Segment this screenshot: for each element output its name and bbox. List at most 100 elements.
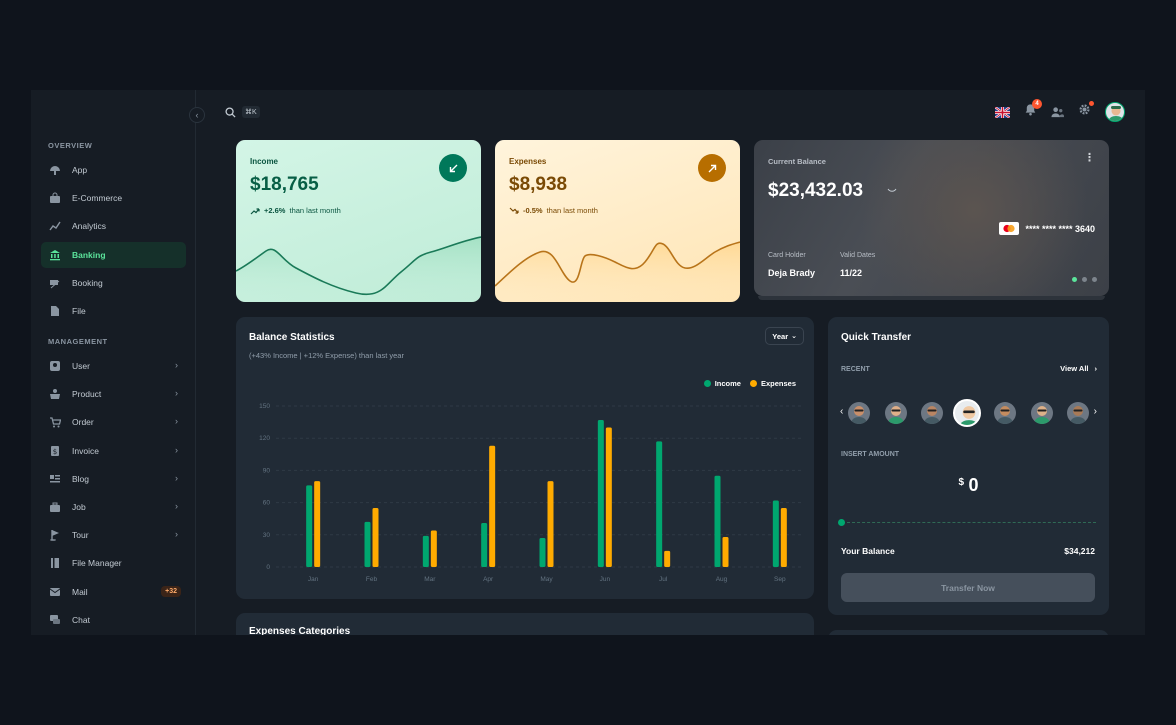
expenses-categories-title: Expenses Categories bbox=[249, 626, 351, 635]
bar-income-mar[interactable] bbox=[422, 535, 429, 567]
recent-contact-avatar[interactable] bbox=[848, 402, 870, 424]
x-tick-label: May bbox=[540, 576, 553, 583]
mail-icon bbox=[48, 585, 61, 598]
carousel-prev-icon[interactable]: ‹ bbox=[840, 406, 844, 417]
uk-flag-icon[interactable] bbox=[995, 106, 1010, 118]
income-action-button[interactable] bbox=[439, 154, 467, 182]
income-amount: $18,765 bbox=[250, 174, 319, 195]
legend-income[interactable]: Income bbox=[703, 379, 741, 388]
sidebar-item-user[interactable]: User › bbox=[41, 353, 186, 379]
chevron-right-icon: › bbox=[175, 388, 178, 399]
bar-expenses-apr[interactable] bbox=[489, 445, 496, 567]
recent-contact-avatar[interactable] bbox=[994, 402, 1016, 424]
bar-expenses-jul[interactable] bbox=[664, 550, 671, 567]
sidebar-item-label: Product bbox=[72, 389, 102, 400]
bar-income-feb[interactable] bbox=[364, 521, 371, 567]
x-tick-label: Jun bbox=[600, 576, 611, 583]
transfer-now-button[interactable]: Transfer Now bbox=[841, 573, 1095, 602]
bar-expenses-jan[interactable] bbox=[314, 481, 321, 567]
bar-income-may[interactable] bbox=[539, 538, 546, 567]
carousel-next-icon[interactable]: › bbox=[1093, 406, 1097, 417]
amount-value: 0 bbox=[968, 475, 979, 495]
overview-section-title: OVERVIEW bbox=[48, 141, 93, 150]
amount-slider-track[interactable] bbox=[842, 522, 1096, 523]
recent-contact-avatar[interactable] bbox=[1067, 402, 1089, 424]
amount-slider-thumb[interactable] bbox=[838, 519, 845, 526]
user-avatar[interactable] bbox=[1105, 102, 1125, 122]
sidebar-item-analytics[interactable]: Analytics bbox=[41, 213, 186, 239]
card-number-row: **** **** **** 3640 bbox=[999, 222, 1095, 235]
bar-income-sep[interactable] bbox=[772, 500, 779, 567]
sidebar-item-app[interactable]: App bbox=[41, 157, 186, 183]
recent-contact-avatar[interactable] bbox=[921, 402, 943, 424]
bar-expenses-sep[interactable] bbox=[780, 507, 787, 567]
sidebar-item-order[interactable]: Order › bbox=[41, 409, 186, 435]
sidebar-item-file[interactable]: File bbox=[41, 298, 186, 324]
recent-contact-avatar[interactable] bbox=[885, 402, 907, 424]
bar-income-jan[interactable] bbox=[306, 485, 313, 567]
balance-statistics-panel: Balance Statistics (+43% Income | +12% E… bbox=[236, 317, 814, 599]
expenses-action-button[interactable] bbox=[698, 154, 726, 182]
sidebar-item-invoice[interactable]: $ Invoice › bbox=[41, 438, 186, 464]
sidebar-item-product[interactable]: Product › bbox=[41, 381, 186, 407]
quick-transfer-panel: Quick Transfer RECENT View All › ‹ › INSE… bbox=[828, 317, 1109, 615]
balance-amount: $23,432.03 bbox=[768, 180, 864, 201]
sidebar-item-blog[interactable]: Blog › bbox=[41, 466, 186, 492]
sidebar-item-banking[interactable]: Banking bbox=[41, 241, 186, 268]
recent-contact-avatar[interactable] bbox=[953, 399, 981, 427]
sidebar-item-tour[interactable]: Tour › bbox=[41, 522, 186, 548]
collapse-sidebar-button[interactable]: ‹ bbox=[189, 107, 205, 123]
order-icon bbox=[48, 416, 61, 429]
sidebar-item-label: Order bbox=[72, 417, 94, 428]
settings-button[interactable] bbox=[1078, 101, 1094, 121]
sidebar-item-label: E-Commerce bbox=[72, 193, 123, 204]
user-icon bbox=[48, 360, 61, 373]
gear-icon bbox=[1079, 104, 1090, 115]
sidebar-item-booking[interactable]: Booking bbox=[41, 270, 186, 296]
bar-expenses-may[interactable] bbox=[547, 481, 554, 567]
y-tick-label: 150 bbox=[259, 403, 270, 410]
app-icon bbox=[48, 164, 61, 177]
amount-display[interactable]: $ 0 bbox=[828, 475, 1109, 496]
view-all-link[interactable]: View All › bbox=[1060, 364, 1097, 373]
bar-expenses-jun[interactable] bbox=[605, 427, 612, 567]
bar-income-aug[interactable] bbox=[714, 475, 721, 567]
recent-contact-avatar[interactable] bbox=[1031, 402, 1053, 424]
sidebar-item-label: Invoice bbox=[72, 445, 99, 456]
bar-expenses-feb[interactable] bbox=[372, 507, 379, 567]
carousel-dot[interactable] bbox=[1092, 277, 1097, 282]
period-select[interactable]: Year ⌄ bbox=[765, 327, 804, 345]
legend-expenses[interactable]: Expenses bbox=[749, 379, 796, 388]
topbar-actions: 4 bbox=[995, 99, 1125, 122]
sidebar: OVERVIEW App E-Commerce Analytics Banking Bo… bbox=[31, 90, 196, 635]
carousel-dot[interactable] bbox=[1082, 277, 1087, 282]
contacts-icon[interactable] bbox=[1051, 106, 1064, 119]
notification-count-badge: 4 bbox=[1032, 99, 1042, 109]
bar-income-jul[interactable] bbox=[656, 441, 663, 567]
expenses-categories-panel: Expenses Categories bbox=[236, 613, 814, 635]
sidebar-item-label: User bbox=[72, 361, 90, 371]
sidebar-item-file-manager[interactable]: File Manager bbox=[41, 550, 186, 576]
carousel-dot[interactable] bbox=[1072, 277, 1077, 282]
period-value: Year bbox=[772, 331, 789, 341]
more-vertical-icon[interactable]: ⋮ bbox=[1084, 152, 1095, 164]
bar-expenses-aug[interactable] bbox=[722, 536, 729, 567]
eye-closed-icon[interactable] bbox=[887, 188, 897, 194]
notifications-button[interactable]: 4 bbox=[1024, 99, 1042, 121]
expenses-label: Expenses bbox=[509, 157, 547, 166]
recent-label: RECENT bbox=[841, 366, 870, 373]
bar-income-jun[interactable] bbox=[597, 419, 604, 567]
valid-dates: 11/22 bbox=[840, 268, 863, 278]
search-button[interactable]: ⌘K bbox=[225, 106, 260, 118]
sidebar-item-mail[interactable]: Mail +32 bbox=[41, 579, 186, 605]
expenses-change-text: than last month bbox=[546, 206, 598, 215]
bar-expenses-mar[interactable] bbox=[430, 530, 437, 567]
currency-symbol: $ bbox=[958, 477, 965, 488]
bar-income-apr[interactable] bbox=[481, 522, 488, 567]
sidebar-item-job[interactable]: Job › bbox=[41, 494, 186, 520]
sidebar-item-chat[interactable]: Chat bbox=[41, 607, 186, 633]
expenses-change: -0.5% than last month bbox=[509, 206, 598, 215]
folder-icon bbox=[48, 557, 61, 570]
sidebar-item-e-commerce[interactable]: E-Commerce bbox=[41, 185, 186, 211]
sidebar-item-label: Analytics bbox=[72, 221, 107, 232]
